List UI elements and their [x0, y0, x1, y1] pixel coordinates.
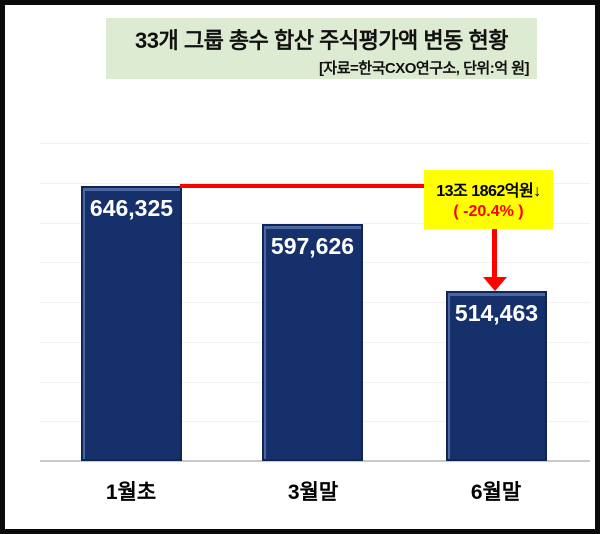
x-axis-label-jan-start: 1월초	[105, 481, 157, 504]
decrease-arrow-icon	[483, 276, 507, 291]
annotation-decrease-percent: ( -20.4% )	[453, 203, 524, 220]
x-axis-line	[40, 460, 590, 462]
bar-march-end: 597,626	[262, 224, 363, 461]
gridline	[40, 143, 590, 144]
decrease-arrow-shaft	[492, 229, 497, 277]
bar-june-end: 514,463	[446, 290, 547, 461]
chart-title: 33개 그룹 총수 합산 주식평가액 변동 현황	[135, 28, 509, 53]
bar-value-label: 597,626	[270, 233, 355, 260]
bar-value-label: 646,325	[89, 194, 174, 221]
gridline	[40, 222, 590, 224]
gridline	[40, 182, 590, 184]
annotation-callout-box: 13조 1862억원↓ ( -20.4% )	[424, 170, 553, 229]
annotation-decrease-amount: 13조 1862억원↓	[436, 183, 541, 200]
bar-value-label: 514,463	[454, 299, 539, 326]
annotation-connector-line	[180, 183, 425, 188]
chart-source-note: [자료=한국CXO연구소, 단위:억 원]	[318, 60, 530, 77]
x-axis-label-march-end: 3월말	[287, 481, 339, 504]
x-axis-label-june-end: 6월말	[470, 481, 522, 504]
bar-jan-start: 646,325	[81, 185, 182, 461]
chart-header: 33개 그룹 총수 합산 주식평가액 변동 현황 [자료=한국CXO연구소, 단…	[106, 18, 537, 79]
